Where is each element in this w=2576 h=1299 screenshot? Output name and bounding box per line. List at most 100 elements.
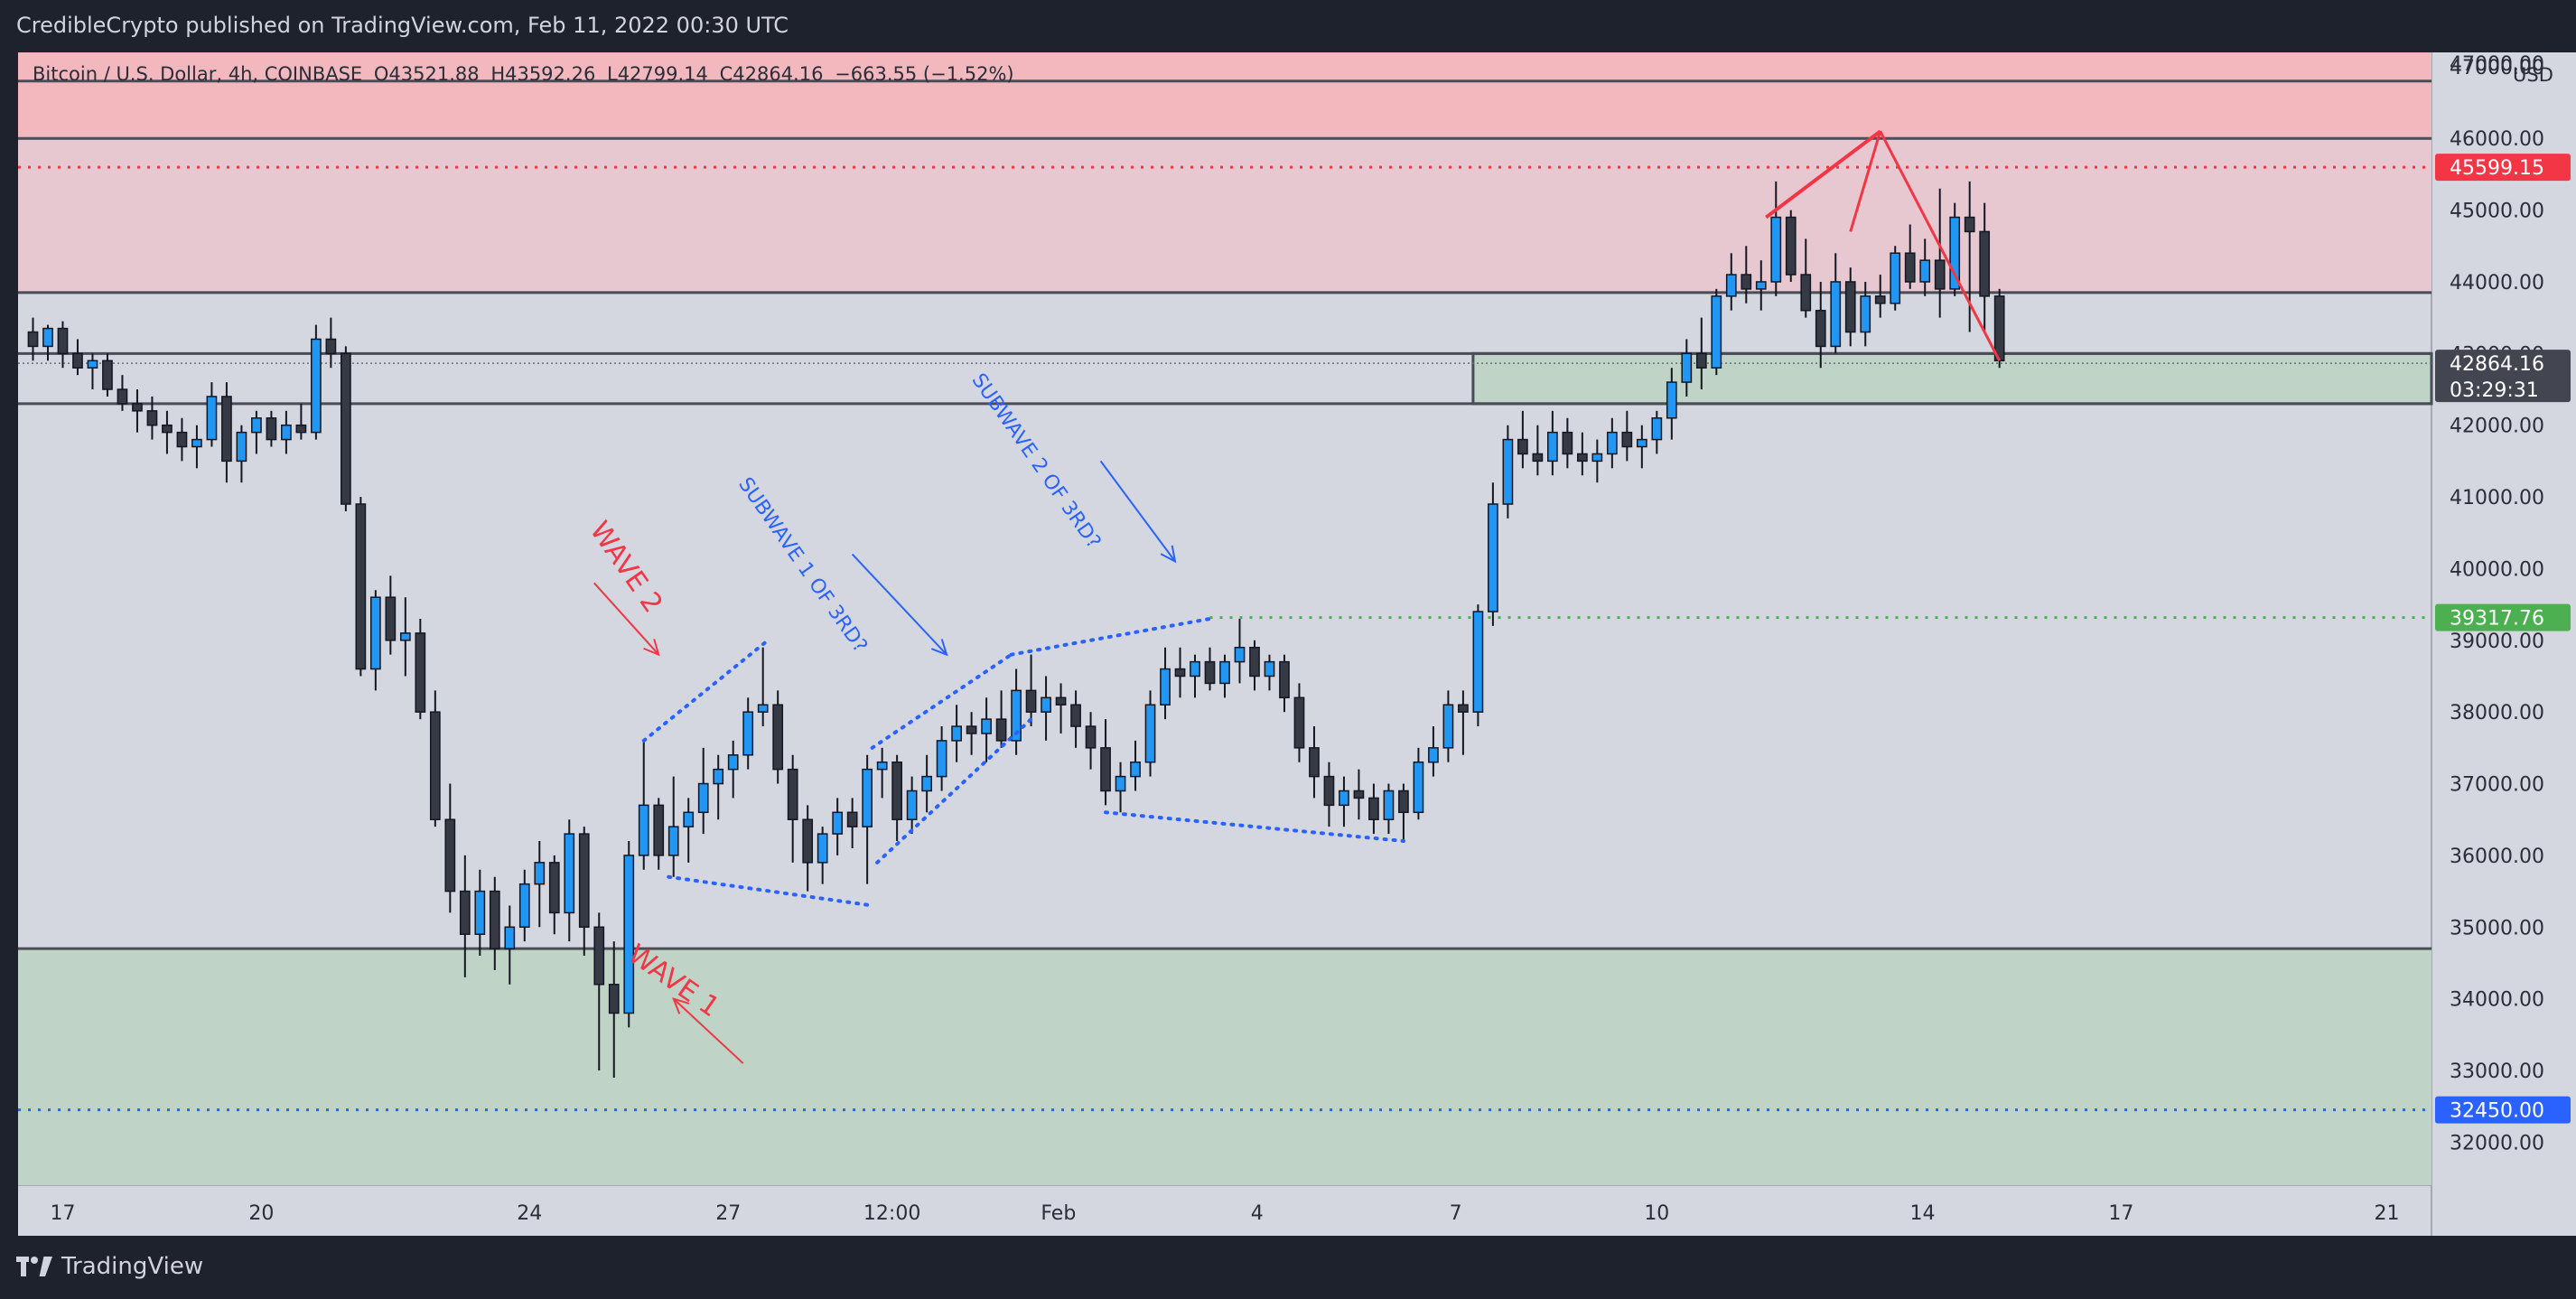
x-tick-label: 12:00 <box>863 1202 920 1225</box>
candle-body <box>1055 696 1067 706</box>
candle-body <box>683 811 695 827</box>
candle-body <box>1309 747 1320 778</box>
candle-body <box>1919 259 1931 283</box>
candle-body <box>399 632 411 641</box>
candle-body <box>325 338 337 355</box>
x-tick-label: 14 <box>1909 1202 1935 1225</box>
candle-body <box>1755 281 1767 290</box>
symbol-ohlc-line: Bitcoin / U.S. Dollar, 4h, COINBASE O435… <box>33 63 1020 85</box>
candle-body <box>1190 660 1200 678</box>
sub1-top <box>870 652 1013 750</box>
candle-body <box>534 862 546 885</box>
candle-body <box>727 754 739 771</box>
candle-body <box>1025 689 1037 713</box>
tradingview-logo[interactable]: TradingView <box>16 1248 203 1285</box>
candle-body <box>1979 230 1991 297</box>
candle-body <box>236 431 247 463</box>
red-projection-a <box>1849 130 1882 232</box>
sub2-top <box>1009 617 1212 657</box>
candle-body <box>846 811 858 827</box>
candle-body <box>1115 775 1126 792</box>
candle-body <box>593 926 605 986</box>
candle-body <box>474 890 486 935</box>
candle-body <box>369 596 381 670</box>
candle-body <box>1770 216 1782 283</box>
candle-body <box>548 862 560 914</box>
sub2-arrow <box>1099 460 1176 563</box>
y-tick-label: 35000.00 <box>2450 917 2544 939</box>
candle-body <box>1904 252 1916 283</box>
candle-body <box>1800 274 1812 312</box>
candle-body <box>1934 259 1946 290</box>
candle-body <box>1681 352 1693 383</box>
candle-body <box>906 790 918 820</box>
candle-body <box>1532 453 1544 463</box>
x-tick-label: 20 <box>248 1202 274 1225</box>
candle-body <box>787 768 798 820</box>
candle-body <box>667 826 679 856</box>
price-label-text: 42864.16 <box>2450 353 2544 376</box>
candle-body <box>518 883 530 929</box>
candle-body <box>1339 790 1349 807</box>
symbol-name: Bitcoin / U.S. Dollar, 4h, COINBASE <box>33 63 363 85</box>
candle-body <box>742 711 754 756</box>
support-box <box>1472 353 2431 404</box>
candle-body <box>1725 274 1737 297</box>
candle-body <box>1949 216 1961 290</box>
candle-body <box>1144 704 1156 763</box>
candle-body <box>1472 611 1484 713</box>
candle-body <box>1964 216 1975 233</box>
y-tick-label: 37000.00 <box>2450 774 2544 797</box>
y-tick-label: 34000.00 <box>2450 989 2544 1012</box>
candle-body <box>757 704 769 713</box>
supply-zone-upper <box>18 52 2431 139</box>
candle-body <box>1576 453 1588 463</box>
price-label-box <box>2435 154 2571 182</box>
candle-body <box>1234 646 1246 663</box>
supply-zone <box>18 138 2431 293</box>
candle-body <box>1011 689 1022 742</box>
ohlc-high: H43592.26 <box>490 63 596 85</box>
candle-body <box>1323 775 1335 807</box>
candle-body <box>1666 381 1677 419</box>
candle-body <box>697 782 709 814</box>
price-axis-background <box>2431 52 2576 1236</box>
ohlc-low: L42799.14 <box>607 63 708 85</box>
candle-body <box>1100 747 1111 792</box>
x-tick-label: Feb <box>1041 1202 1076 1225</box>
sub2-arrow-head <box>1160 545 1177 564</box>
candle-body <box>489 890 500 949</box>
candle-body <box>1695 352 1707 369</box>
candle-body <box>1844 281 1856 333</box>
candle-body <box>1993 295 2005 362</box>
candle-body <box>295 424 307 434</box>
candle-body <box>1874 295 1886 304</box>
candle-body <box>1264 660 1275 678</box>
candle-body <box>27 331 39 348</box>
red-projection-b <box>1879 130 2002 361</box>
wave2-arrow-head <box>643 639 660 657</box>
price-label-text: 39317.76 <box>2450 608 2544 631</box>
demand-zone <box>18 949 2431 1185</box>
candle-body <box>623 855 635 1014</box>
wave2-top <box>641 638 770 743</box>
candle-body <box>1383 790 1395 820</box>
candle-body <box>176 431 188 448</box>
candle-body <box>504 926 516 949</box>
candle-body <box>802 818 814 864</box>
y-tick-label: 36000.00 <box>2450 846 2544 868</box>
candle-body <box>87 360 98 369</box>
candle-body <box>1070 704 1081 727</box>
candle-body <box>1890 252 1901 304</box>
candle-body <box>1160 668 1171 706</box>
red-wedge-top <box>1765 129 1881 220</box>
candle-body <box>832 811 844 835</box>
candle-body <box>1815 309 1826 348</box>
candle-body <box>608 984 620 1014</box>
candle-body <box>1651 417 1663 441</box>
candle-body <box>1085 725 1097 749</box>
time-axis-background <box>18 1185 2431 1236</box>
candle-body <box>1636 438 1647 448</box>
candle-body <box>415 632 426 713</box>
